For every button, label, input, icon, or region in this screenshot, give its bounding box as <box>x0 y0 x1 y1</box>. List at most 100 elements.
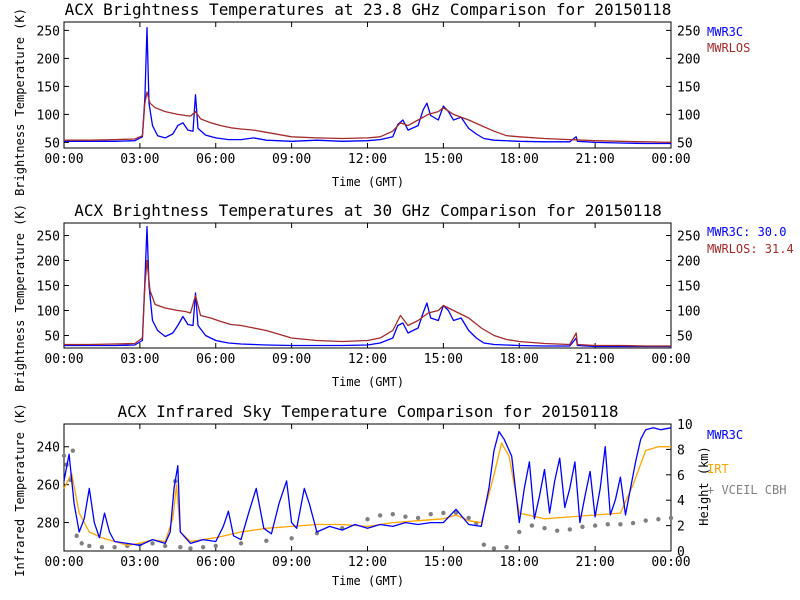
y-tick-label-23ghz: 150 <box>37 80 60 95</box>
ceilometer-point <box>554 528 560 533</box>
x-tick-label-23ghz: 09:00 <box>272 152 311 167</box>
y-tick-label-23ghz: 200 <box>37 52 60 67</box>
legend-mwr3c-infrared: MWR3C <box>707 428 743 442</box>
ceilometer-point <box>605 522 610 527</box>
y-tick-label-30ghz: 200 <box>37 255 60 270</box>
ceilometer-point <box>403 514 408 519</box>
ceilometer-point <box>668 515 674 521</box>
x-tick-label-infrared: 09:00 <box>272 555 311 570</box>
series-line-irt-infrared <box>63 442 671 546</box>
ceilometer-point <box>200 544 206 550</box>
panel-30ghz: ACX Brightness Temperatures at 30 GHz Co… <box>13 201 794 392</box>
panel-infrared: ACX Infrared Sky Temperature Comparison … <box>13 402 786 588</box>
legend-mwrlos-30ghz: MWRLOS: 31.4 <box>707 242 794 256</box>
y-tick-label-right-30ghz: 100 <box>677 305 700 320</box>
chart-title-30ghz: ACX Brightness Temperatures at 30 GHz Co… <box>74 201 662 220</box>
ceilometer-point <box>567 527 573 532</box>
legend-mwrlos-23ghz: MWRLOS <box>707 41 750 55</box>
x-tick-label-23ghz: 03:00 <box>120 152 159 167</box>
ceilometer-point <box>365 517 370 522</box>
ceilometer-point <box>112 544 117 550</box>
ceilometer-point <box>87 543 92 549</box>
legend-mwr3c-30ghz: MWR3C: 30.0 <box>707 225 786 239</box>
ceilometer-point <box>79 541 84 546</box>
ceilometer-point <box>441 510 446 516</box>
plot-frame-30ghz <box>63 222 672 349</box>
chart-title-23ghz: ACX Brightness Temperatures at 23.8 GHz … <box>65 0 672 19</box>
legend-irt-infrared: IRT <box>707 462 729 476</box>
x-axis-label-30ghz: Time (GMT) <box>332 375 404 389</box>
plot-frame-infrared <box>63 423 672 552</box>
x-tick-label-infrared: 21:00 <box>576 555 615 570</box>
series-line-mwrlos-31-4-30ghz <box>64 259 671 347</box>
ceilometer-point <box>542 525 547 531</box>
x-tick-label-30ghz: 18:00 <box>500 352 539 367</box>
y2-tick-label-infrared: 10 <box>677 418 693 433</box>
ceilometer-point <box>213 543 218 549</box>
plot-frame-23ghz <box>63 21 672 149</box>
y-tick-label-right-23ghz: 200 <box>677 52 700 67</box>
x-tick-label-23ghz: 00:00 <box>44 152 83 167</box>
ceilometer-point <box>415 515 421 521</box>
x-tick-label-30ghz: 06:00 <box>196 352 235 367</box>
ceilometer-point <box>61 453 67 458</box>
y-tick-label-right-23ghz: 250 <box>677 24 700 39</box>
ceilometer-point <box>592 523 598 528</box>
y2-tick-label-infrared: 6 <box>677 469 685 484</box>
series-line-mwr3c-infrared <box>63 427 672 546</box>
x-tick-label-23ghz: 18:00 <box>500 152 539 167</box>
ceilometer-point <box>580 524 585 530</box>
series-line-mwrlos-23ghz <box>64 91 672 144</box>
y-tick-label-right-30ghz: 250 <box>677 230 700 245</box>
x-tick-label-23ghz: 00:00 <box>651 152 690 167</box>
ceilometer-point <box>99 544 105 550</box>
ceilometer-point <box>618 522 623 527</box>
y-tick-label-23ghz: 100 <box>37 108 60 123</box>
y-tick-label-30ghz: 250 <box>37 230 60 245</box>
ceilometer-point <box>453 510 459 516</box>
series-line-mwr3c-23ghz <box>64 26 671 145</box>
ceilometer-point <box>70 448 76 453</box>
y-tick-label-right-30ghz: 50 <box>677 330 693 345</box>
ceilometer-point <box>74 533 79 538</box>
ceilometer-point <box>491 546 497 551</box>
x-tick-label-infrared: 00:00 <box>651 555 690 570</box>
y2-tick-label-infrared: 4 <box>677 494 685 509</box>
y-tick-label-right-23ghz: 100 <box>677 108 700 123</box>
y-tick-label-30ghz: 50 <box>44 330 60 345</box>
x-tick-label-infrared: 06:00 <box>196 555 235 570</box>
ceilometer-point <box>188 546 193 551</box>
x-tick-label-30ghz: 00:00 <box>44 352 83 367</box>
ceilometer-point <box>466 515 471 521</box>
x-axis-label-infrared: Time (GMT) <box>332 574 404 588</box>
x-tick-label-23ghz: 15:00 <box>424 152 463 167</box>
x-tick-label-23ghz: 06:00 <box>196 152 235 167</box>
ceilometer-point <box>162 543 168 549</box>
legend-mwr3c-23ghz: MWR3C <box>707 25 743 39</box>
ceilometer-point <box>517 529 522 535</box>
ceilometer-point <box>264 538 269 544</box>
x-tick-label-23ghz: 12:00 <box>348 152 387 167</box>
x-tick-label-infrared: 12:00 <box>348 555 387 570</box>
ceilometer-point <box>481 542 487 547</box>
ceilometer-point <box>643 518 648 523</box>
y-axis-label-23ghz: Brightness Temperature (K) <box>13 8 27 196</box>
ceilometer-point <box>529 523 535 528</box>
panel-23ghz: ACX Brightness Temperatures at 23.8 GHz … <box>13 0 750 196</box>
x-tick-label-infrared: 15:00 <box>424 555 463 570</box>
x-tick-label-30ghz: 12:00 <box>348 352 387 367</box>
x-tick-label-23ghz: 21:00 <box>576 152 615 167</box>
y-tick-label-30ghz: 100 <box>37 305 60 320</box>
y-tick-label-30ghz: 150 <box>37 280 60 295</box>
y-tick-label-23ghz: 50 <box>44 136 60 151</box>
x-tick-label-30ghz: 03:00 <box>120 352 159 367</box>
y-axis-label-infrared: Infrared Temperature (K) <box>13 403 27 576</box>
ceilometer-point <box>178 544 183 550</box>
x-tick-label-infrared: 18:00 <box>500 555 539 570</box>
y2-tick-label-infrared: 2 <box>677 520 685 535</box>
y-tick-label-right-23ghz: 150 <box>677 80 700 95</box>
y-tick-label-right-23ghz: 50 <box>677 136 693 151</box>
ceilometer-point <box>504 544 509 550</box>
x-tick-label-infrared: 03:00 <box>120 555 159 570</box>
